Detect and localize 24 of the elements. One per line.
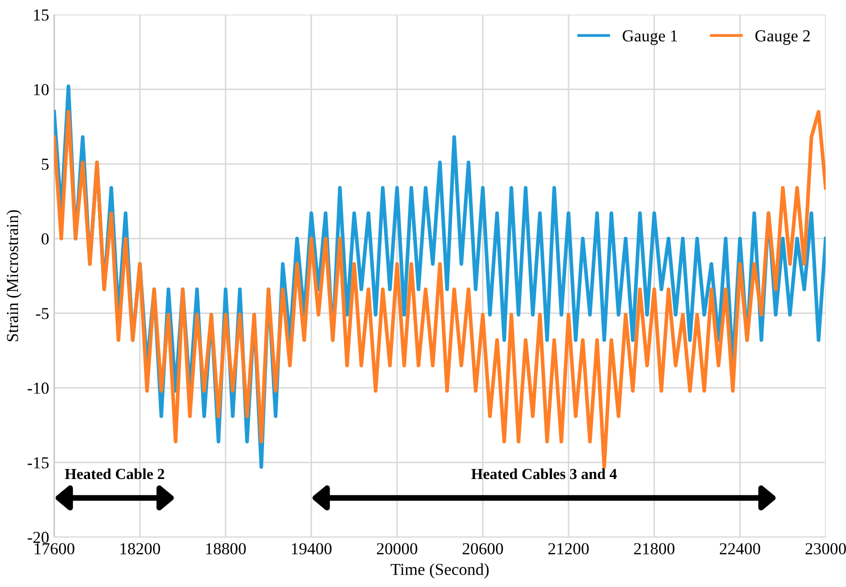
y-tick-label: 15 [34,9,49,21]
x-tick-label: 18200 [120,543,160,554]
x-tick-label: 23000 [806,543,846,554]
legend-label: Gauge 1 [622,30,678,45]
annotation: Heated Cable 2 [64,468,164,480]
x-tick-label: 20000 [376,543,418,554]
annotation: Heated Cables 3 and 4 [471,468,617,480]
y-tick-label: 0 [42,233,49,245]
y-tick-label: -10 [28,382,49,394]
x-axis-title: Time (Second) [390,563,489,578]
y-tick-label: -15 [28,457,49,468]
x-tick-label: 21800 [634,543,674,554]
x-tick-label: 19400 [292,543,332,554]
y-tick-label: 5 [42,158,49,170]
x-tick-label: 21200 [548,543,589,554]
legend-label: Gauge 2 [755,30,810,45]
x-tick-label: 18800 [206,543,246,554]
y-tick-label: -5 [36,308,49,320]
y-axis-title: Strain (Microstrain) [6,210,22,342]
x-tick-label: 17600 [34,543,74,554]
y-tick-label: -20 [28,532,49,544]
y-tick-label: 10 [34,84,49,96]
x-tick-label: 20600 [462,543,503,554]
x-tick-label: 22400 [720,543,760,554]
